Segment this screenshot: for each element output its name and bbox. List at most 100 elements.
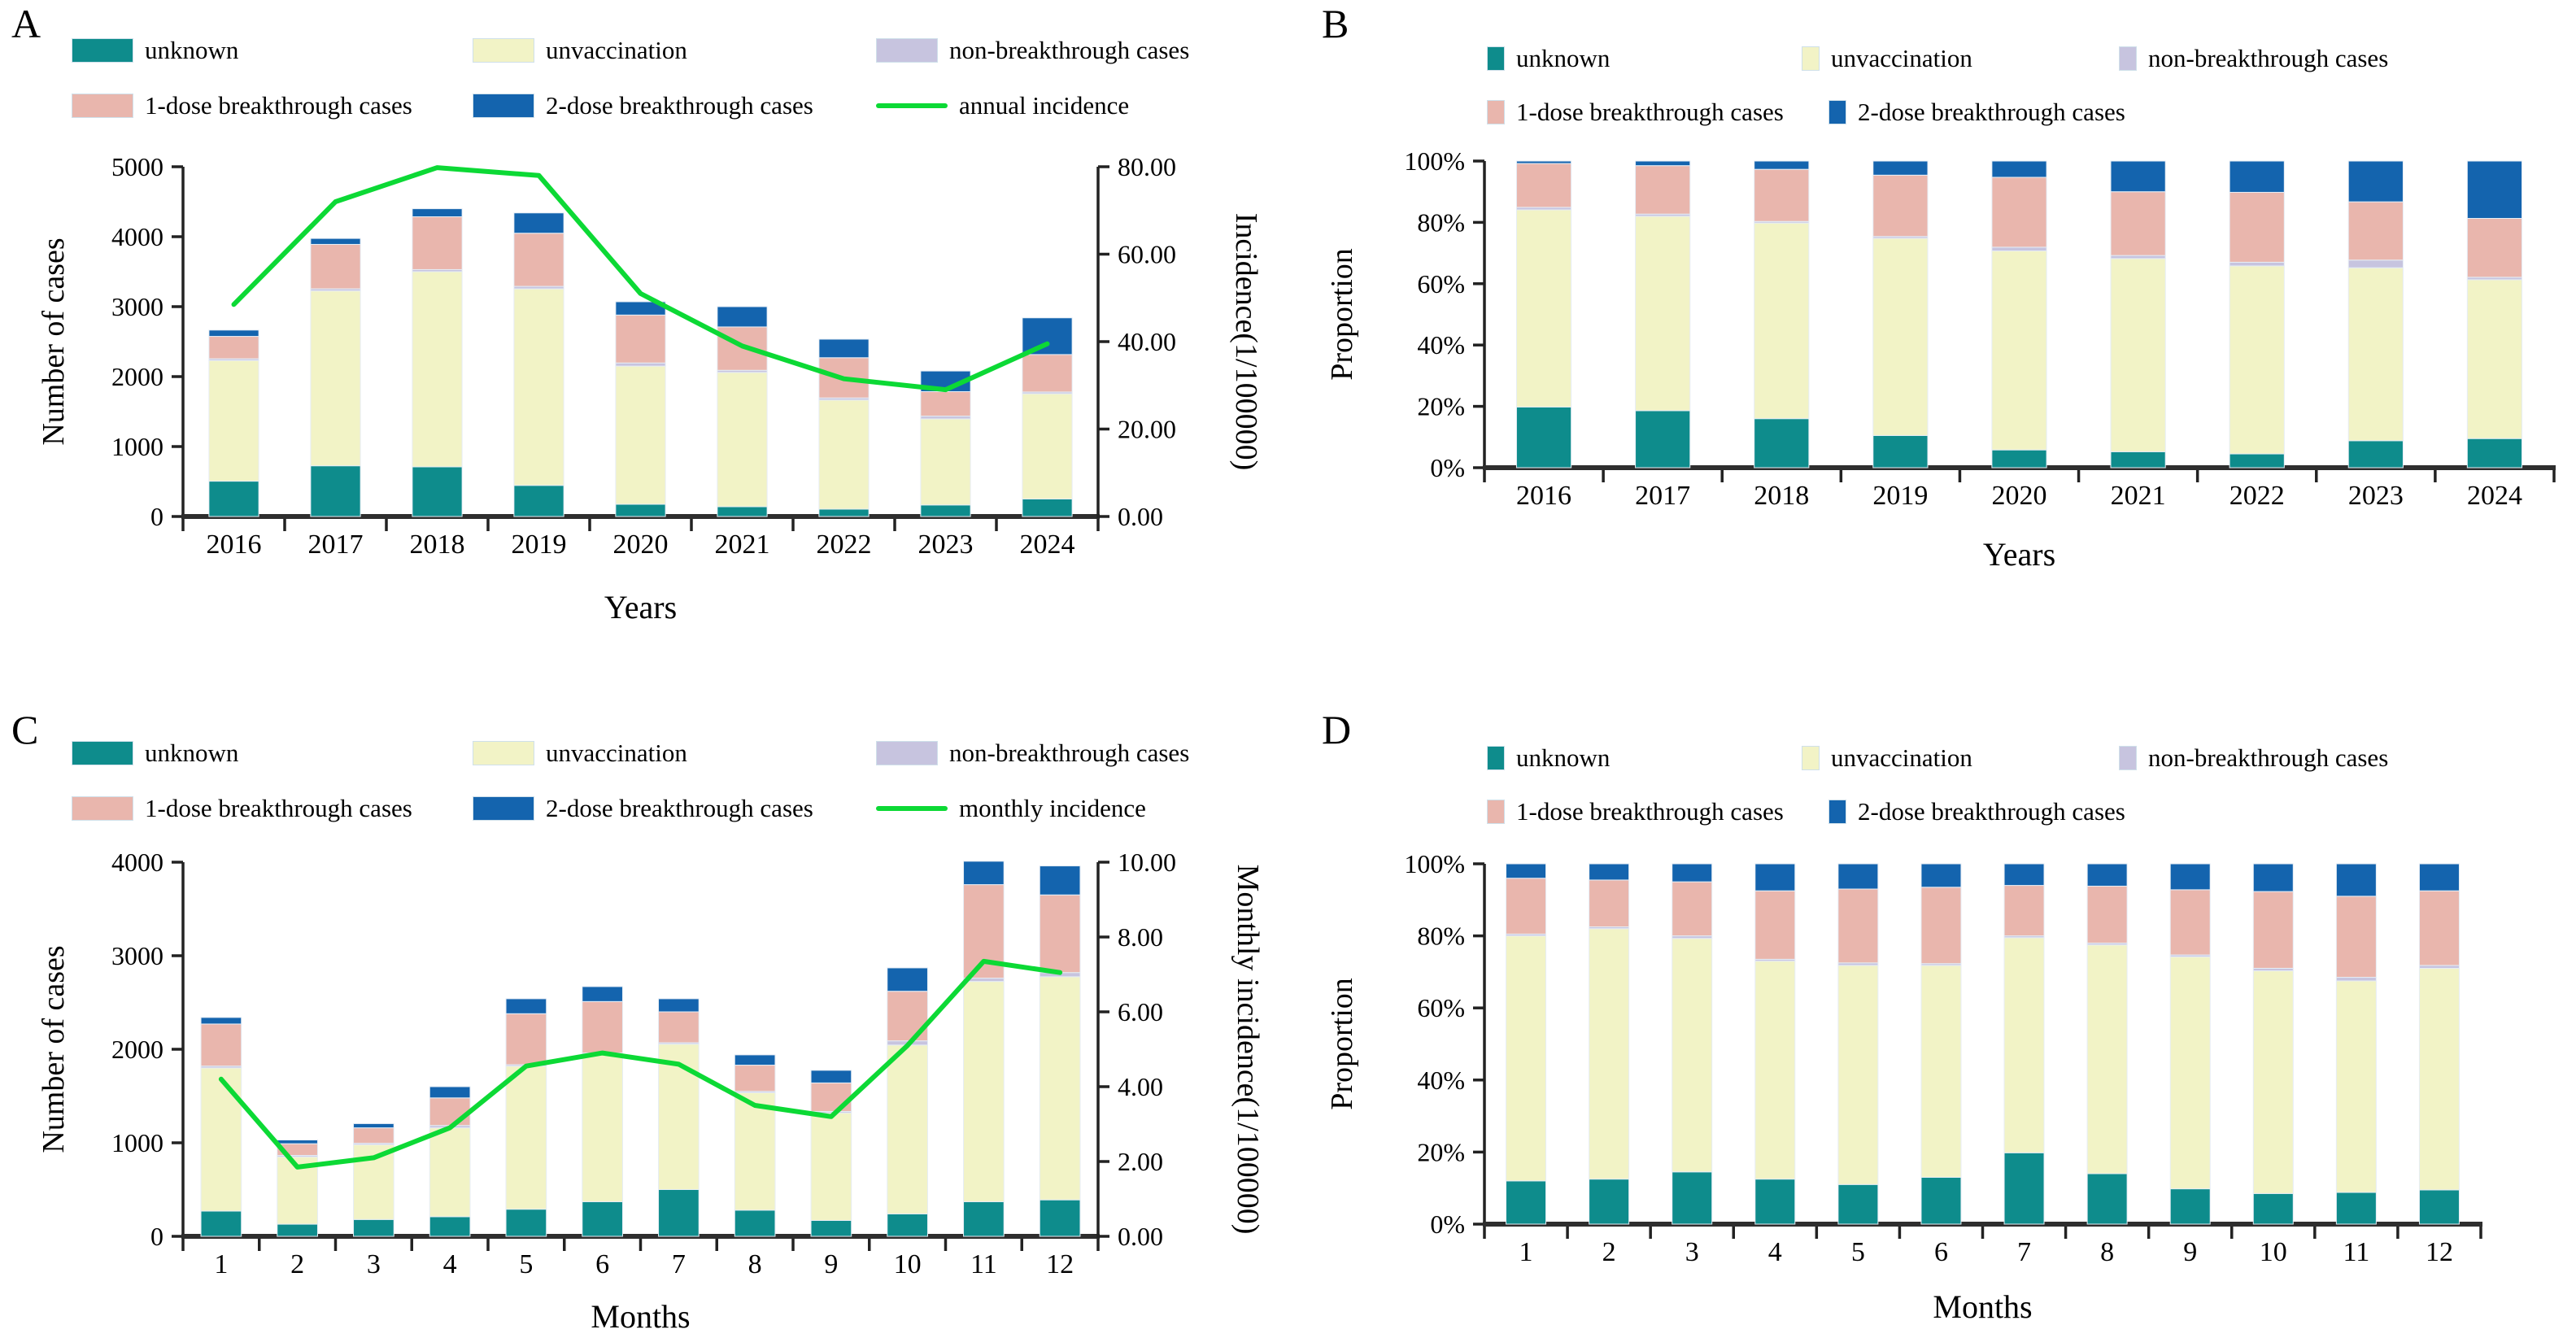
x-tick-label: 2022: [2229, 481, 2285, 511]
chart-C: 0 1000 2000 3000 4000 0.00 2.00 4.00 6.00 8.00 10.…: [37, 848, 1265, 1335]
bar-segment: [2252, 863, 2294, 892]
y-axis-title: Number of cases: [37, 945, 71, 1153]
bar-segment: [412, 208, 463, 217]
bar-segment: [429, 1086, 471, 1099]
bar-segment: [1515, 406, 1572, 469]
legend-item-non-breakthrough-cases: non-breakthrough cases: [876, 37, 1189, 63]
bar-segment: [920, 504, 971, 517]
legend-item-unknown: unknown: [72, 740, 238, 765]
bar-segment: [1754, 168, 1810, 222]
bar-segment: [1872, 174, 1929, 238]
bar-segment: [1754, 863, 1796, 891]
legend-item-unvaccination: unvaccination: [473, 740, 687, 765]
bar-segment: [818, 399, 870, 510]
bar-segment: [615, 362, 666, 367]
bar-segment: [429, 1216, 471, 1237]
bar-segment: [582, 1201, 623, 1237]
x-tick-label: 6: [595, 1249, 609, 1279]
y-axis-title: Proportion: [1325, 248, 1359, 381]
legend-item-label: unvaccination: [546, 739, 687, 767]
x-tick-label: 7: [672, 1249, 686, 1279]
bar-segment: [2335, 977, 2377, 982]
bar-segment: [1039, 1199, 1081, 1237]
bars-group: [1515, 160, 2523, 469]
x-tick-label: 11: [970, 1249, 997, 1279]
legend-item-label: monthly incidence: [959, 794, 1146, 822]
x-tick-label: 2017: [1635, 481, 1690, 511]
bar-segment: [1872, 160, 1929, 176]
bar-segment: [582, 1053, 623, 1202]
bar-segment: [963, 981, 1005, 1202]
legend-item-label: 2-dose breakthrough cases: [546, 91, 813, 120]
legend-item-2-dose-breakthrough-cases: 2-dose breakthrough cases: [473, 93, 813, 118]
panel-B: B unknown unvaccination non-breakthrough c…: [1301, 0, 2576, 667]
bar-segment: [1635, 410, 1691, 469]
x-tick-label: 2017: [308, 530, 364, 560]
bar-segment: [1589, 879, 1630, 928]
legend-item-label: 1-dose breakthrough cases: [145, 794, 412, 822]
x-tick-label: 9: [824, 1249, 838, 1279]
legend-item-label: 2-dose breakthrough cases: [546, 794, 813, 822]
panel-letter-C: C: [11, 707, 39, 752]
x-tick-label: 3: [367, 1249, 381, 1279]
legend-swatch-icon: [1802, 46, 1820, 71]
y-axis-title: Number of cases: [37, 238, 71, 445]
panel-C: C unknown unvaccination non-breakthrough c…: [0, 700, 1285, 1338]
bar-segment: [2229, 160, 2285, 193]
bar-segment: [963, 861, 1005, 886]
bar-segment: [1515, 209, 1572, 408]
bar-segment: [208, 481, 259, 517]
bar-segment: [615, 365, 666, 505]
y-right-tick-label: 60.00: [1118, 240, 1176, 269]
bar-segment: [353, 1127, 394, 1144]
y-right-tick-label: 80.00: [1118, 152, 1176, 181]
bar-segment: [2003, 863, 2045, 887]
bar-segment: [2466, 217, 2523, 278]
legend-swatch-icon: [1487, 46, 1505, 71]
bar-segment: [513, 212, 564, 234]
y-tick-label: 4000: [111, 222, 163, 251]
bar-segment: [887, 967, 928, 992]
y-tick-label: 5000: [111, 152, 163, 181]
y-tick-label: 60%: [1417, 269, 1465, 299]
legend-D: unknown unvaccination non-breakthrough cas…: [1301, 700, 2576, 838]
bar-segment: [717, 326, 768, 371]
bar-segment: [1506, 878, 1547, 935]
x-tick-label: 2016: [1516, 481, 1571, 511]
bars-group: [1506, 863, 2460, 1225]
bar-segment: [513, 485, 564, 517]
bar-segment: [200, 1023, 242, 1067]
bar-segment: [2086, 863, 2128, 887]
bar-segment: [2252, 1192, 2294, 1225]
bar-segment: [1837, 863, 1879, 890]
x-tick-label: 8: [2100, 1237, 2114, 1267]
bar-segment: [1754, 418, 1810, 469]
bar-segment: [1506, 863, 1547, 879]
y-tick-label: 2000: [111, 362, 163, 391]
bar-segment: [615, 314, 666, 364]
legend-item-label: unknown: [1516, 44, 1611, 72]
bar-segment: [2003, 937, 2045, 1153]
bar-segment: [200, 1210, 242, 1237]
bar-segment: [1672, 881, 1713, 937]
bar-segment: [513, 288, 564, 486]
bar-segment: [810, 1082, 852, 1112]
bar-segment: [963, 1201, 1005, 1237]
bar-segment: [1837, 965, 1879, 1185]
bar-segment: [412, 271, 463, 468]
bar-segment: [1589, 1179, 1630, 1225]
y-right-tick-label: 20.00: [1118, 415, 1176, 444]
incidence-line: [231, 165, 1050, 393]
x-tick-label: 2024: [1020, 530, 1075, 560]
legend-item-non-breakthrough-cases: non-breakthrough cases: [2119, 46, 2388, 71]
x-tick-label: 3: [1685, 1237, 1699, 1267]
y-tick-label: 20%: [1417, 1137, 1465, 1166]
panel-letter-A: A: [11, 1, 41, 46]
bar-segment: [810, 1070, 852, 1083]
x-axis-title: Years: [604, 589, 677, 625]
bar-segment: [658, 1044, 700, 1190]
bar-segment: [277, 1223, 318, 1237]
panel-letter-D: D: [1322, 707, 1352, 752]
axis-labels: 0 1000 2000 3000 4000 5000 0.00 20.00 40.00 60.00…: [37, 152, 1263, 625]
x-tick-label: 2021: [2111, 481, 2166, 511]
